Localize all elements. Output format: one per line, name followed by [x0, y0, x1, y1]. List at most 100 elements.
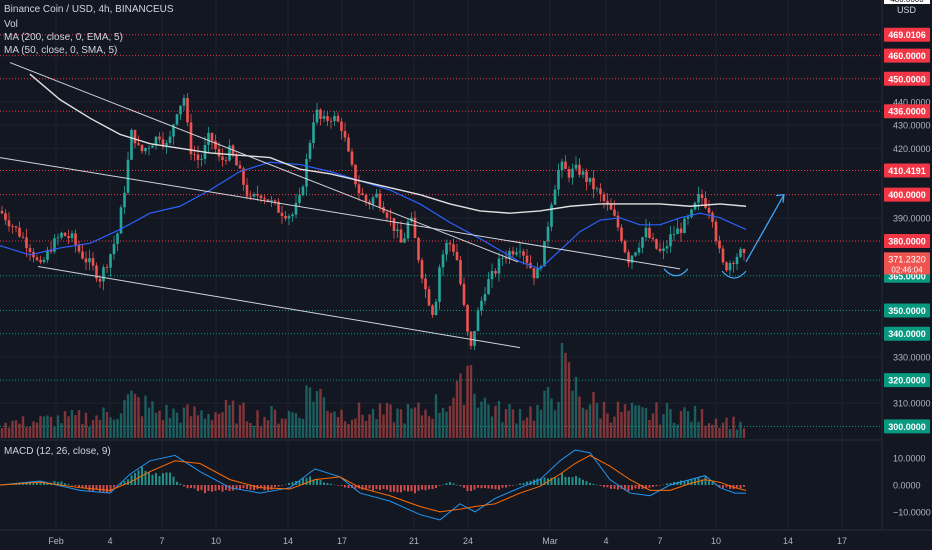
volume-bar: [672, 422, 676, 438]
volume-bar: [301, 418, 305, 438]
volume-bar: [651, 413, 655, 438]
candle-body: [140, 144, 144, 152]
ma50-legend[interactable]: MA (50, close, 0, SMA, 5): [4, 45, 118, 56]
macd-legend[interactable]: MACD (12, 26, close, 9): [4, 446, 111, 457]
candle-body: [560, 161, 564, 170]
symbol-legend[interactable]: Binance Coin / USD, 4h, BINANCEUS: [4, 4, 174, 15]
volume-bar: [518, 408, 522, 438]
volume-bar: [67, 416, 70, 438]
volume-bar: [487, 404, 490, 438]
volume-legend[interactable]: Vol: [4, 19, 18, 30]
volume-bar: [375, 419, 378, 438]
candle-body: [634, 252, 637, 256]
volume-bar: [231, 400, 235, 438]
candle-body: [4, 213, 7, 221]
candle-body: [60, 232, 63, 238]
volume-bar: [557, 402, 560, 438]
volume-bar: [361, 414, 364, 438]
volume-bar: [214, 412, 217, 438]
price-axis[interactable]: 440.0000 430.0000 420.0000 390.0000 330.0000…: [893, 97, 931, 517]
ma200-legend[interactable]: MA (200, close, 0, EMA, 5): [4, 32, 123, 43]
candle-body: [483, 294, 487, 301]
candle-body: [343, 131, 347, 138]
price-tick-label: 440.0000: [893, 97, 931, 107]
macd-histogram-bar: [200, 485, 203, 491]
macd-histogram-bar: [193, 485, 196, 489]
macd-histogram-bar: [22, 483, 24, 485]
macd-histogram-bar: [43, 481, 45, 485]
time-tick-label: 4: [107, 536, 112, 546]
macd-histogram-bar: [81, 485, 84, 489]
time-tick-label: 7: [159, 536, 164, 546]
candle-body: [662, 248, 665, 252]
candle-body: [707, 207, 711, 213]
moving-averages: [0, 73, 747, 270]
macd-histogram-bar: [603, 485, 605, 488]
macd-histogram-bar: [459, 485, 462, 487]
macd-histogram-bar: [417, 485, 420, 491]
level-badge-text: 340.0000: [888, 329, 926, 339]
macd-histogram-bar: [312, 479, 315, 485]
candle-body: [606, 200, 609, 204]
volume-bar: [483, 397, 487, 438]
candle-body: [175, 114, 179, 125]
macd-histogram-bar: [64, 483, 66, 485]
volume-bar: [322, 397, 326, 438]
macd-histogram-bar: [480, 485, 483, 489]
macd-histogram-bar: [169, 472, 171, 485]
candle-body: [595, 188, 599, 190]
candle-body: [308, 142, 312, 160]
macd-histogram-bar: [67, 484, 70, 485]
candle-body: [588, 177, 592, 182]
volume-bar: [123, 399, 126, 438]
macd-histogram-bar: [113, 485, 115, 488]
volume-bar: [707, 423, 711, 438]
macd-histogram-bar: [134, 472, 136, 485]
macd-histogram-bar: [354, 485, 357, 489]
macd-histogram-bar: [403, 485, 406, 491]
candle-body: [200, 159, 203, 160]
macd-histogram-bar: [536, 478, 539, 485]
volume-bar: [679, 410, 683, 438]
volume-bar: [203, 418, 207, 438]
candle-body: [641, 237, 644, 248]
macd-histogram-bar: [393, 485, 395, 492]
volume-bar: [256, 410, 259, 438]
candle-body: [214, 140, 217, 150]
candle-body: [154, 136, 158, 146]
volume-bar: [242, 402, 245, 438]
volume-bar: [98, 419, 102, 438]
candle-body: [571, 168, 574, 178]
volume-bar: [200, 410, 203, 438]
candle-body: [280, 212, 284, 216]
macd-histogram-bar: [634, 485, 637, 489]
volume-bar: [630, 402, 634, 438]
volume-bar: [53, 426, 56, 438]
volume-bar: [126, 394, 130, 438]
candle-body: [7, 220, 11, 227]
candle-body: [445, 242, 448, 255]
volume-bar: [728, 428, 732, 438]
candle-body: [46, 250, 49, 260]
volume-bar: [455, 381, 459, 438]
time-axis[interactable]: Feb 4 7 10 14 17 21 24 Mar 4 7 10 14 17: [48, 536, 847, 546]
macd-histogram-bar: [211, 485, 213, 492]
volume-bar: [620, 412, 623, 438]
trendlines: [0, 62, 785, 349]
volume-bar: [655, 402, 658, 438]
candle-body: [193, 154, 196, 155]
candle-body: [361, 193, 364, 195]
trendline-lower: [37, 266, 521, 349]
macd-histogram-bar: [589, 482, 591, 485]
macd-histogram-bar: [606, 485, 609, 488]
macd-histogram-bar: [557, 477, 560, 485]
macd-histogram-bar: [701, 479, 703, 485]
macd-histogram-bar: [92, 485, 94, 491]
candle-body: [305, 159, 308, 187]
macd-histogram-bar: [666, 483, 668, 485]
macd-histogram-bar: [456, 484, 458, 486]
candle-body: [490, 270, 494, 280]
candle-body: [217, 149, 221, 157]
volume-bar: [735, 429, 739, 438]
